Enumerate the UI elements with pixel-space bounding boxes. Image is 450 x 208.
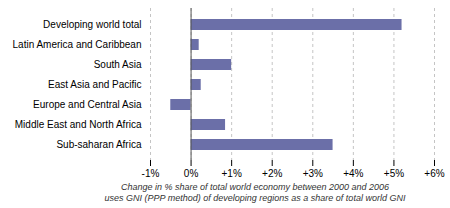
svg-text:0%: 0% [184,168,199,179]
svg-text:+4%: +4% [343,168,363,179]
svg-text:South Asia: South Asia [94,59,142,70]
html-text:uses GNI (PPP method) of devel: uses GNI (PPP method) of developing regi… [104,193,406,203]
svg-text:-1%: -1% [142,168,160,179]
svg-text:Sub-saharan Africa: Sub-saharan Africa [56,139,141,150]
svg-text:Europe and Central Asia: Europe and Central Asia [33,99,142,110]
svg-text:+2%: +2% [262,168,282,179]
svg-text:Middle East and North Africa: Middle East and North Africa [15,119,142,130]
svg-text:+5%: +5% [384,168,404,179]
svg-text:+3%: +3% [303,168,323,179]
svg-text:+6%: +6% [424,168,444,179]
svg-text:+1%: +1% [221,168,241,179]
svg-text:Developing world total: Developing world total [43,19,141,30]
svg-text:Latin America and Caribbean: Latin America and Caribbean [13,39,142,50]
html-text:Change in % share of total wor: Change in % share of total world economy… [120,182,390,192]
svg-text:East Asia and Pacific: East Asia and Pacific [48,79,141,90]
